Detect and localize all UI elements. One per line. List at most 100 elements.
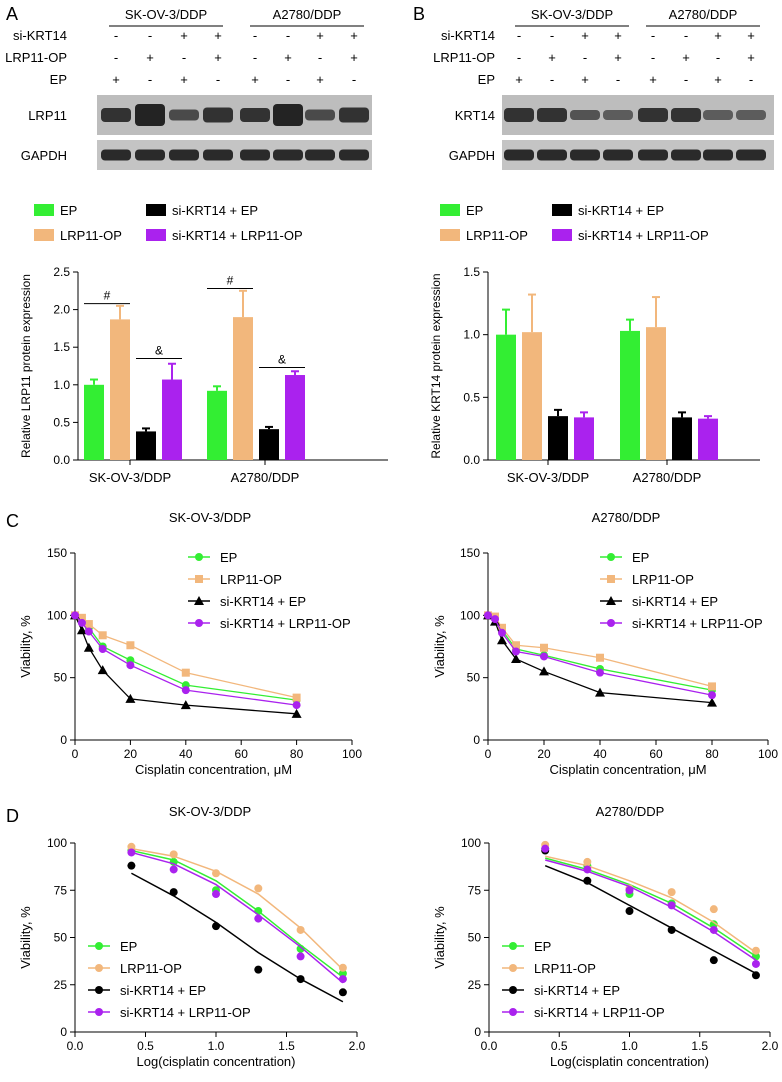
- fit-curve: [545, 857, 757, 958]
- sign-mark: -: [651, 28, 655, 43]
- data-point: [77, 618, 86, 627]
- data-point: [709, 956, 718, 965]
- sign-mark: +: [614, 50, 622, 65]
- group-title: A2780/DDP: [669, 7, 738, 22]
- data-point: [254, 884, 263, 893]
- y-tick-label: 150: [47, 546, 67, 560]
- data-point: [625, 907, 634, 916]
- protein-band: [305, 149, 335, 161]
- bar: [620, 330, 640, 460]
- sign-mark: -: [286, 72, 290, 87]
- data-point: [607, 553, 615, 561]
- bar: [285, 375, 305, 460]
- data-point: [509, 964, 517, 972]
- sign-mark: -: [616, 72, 620, 87]
- protein-band: [736, 149, 766, 161]
- sign-mark: -: [550, 72, 554, 87]
- data-point: [95, 986, 103, 994]
- y-tick-label: 1.5: [53, 340, 70, 354]
- y-axis-title: Viability, %: [18, 906, 33, 969]
- data-point: [751, 946, 760, 955]
- data-point: [84, 627, 93, 636]
- data-point: [751, 959, 760, 968]
- x-axis-title: Cisplatin concentration, μM: [135, 762, 292, 777]
- sign-mark: -: [684, 28, 688, 43]
- bar: [207, 390, 227, 460]
- legend-label: LRP11-OP: [120, 961, 182, 976]
- bar: [574, 417, 594, 460]
- x-tick-label: 100: [758, 747, 778, 761]
- data-point: [484, 611, 492, 620]
- y-tick-label: 25: [468, 978, 482, 992]
- data-point: [254, 914, 263, 923]
- protein-band: [339, 149, 369, 161]
- protein-band: [273, 149, 303, 161]
- data-point: [607, 575, 615, 583]
- sign-mark: -: [253, 28, 257, 43]
- y-tick-label: 1.5: [463, 265, 480, 279]
- x-tick-label: 0.5: [551, 1039, 568, 1053]
- legend-label: si-KRT14 + LRP11-OP: [632, 616, 763, 631]
- condition-label: si-KRT14: [441, 28, 495, 43]
- y-tick-label: 2.5: [53, 265, 70, 279]
- legend-label: si-KRT14 + LRP11-OP: [534, 1005, 665, 1020]
- sign-mark: -: [517, 50, 521, 65]
- chart-title: SK-OV-3/DDP: [169, 804, 251, 819]
- data-point: [338, 963, 347, 972]
- protein-band: [504, 149, 534, 161]
- protein-band: [537, 108, 567, 122]
- data-point: [708, 682, 716, 691]
- sign-mark: -: [684, 72, 688, 87]
- bar: [646, 327, 666, 460]
- significance-mark: &: [278, 353, 286, 367]
- data-point: [292, 693, 301, 702]
- x-tick-label: 0: [72, 747, 79, 761]
- x-category-label: A2780/DDP: [231, 470, 300, 485]
- fit-curve: [131, 847, 344, 971]
- sign-mark: +: [284, 50, 292, 65]
- fit-chart-a2780: A2780/DDP 0 25 50 75 100 0.0 0.5 1.0 1.5 2.0 Log(ci…: [432, 804, 779, 1069]
- data-point: [212, 922, 220, 931]
- y-tick-label: 0.5: [53, 415, 70, 429]
- data-point: [512, 647, 520, 656]
- bar: [84, 384, 104, 460]
- x-tick-label: 100: [342, 747, 362, 761]
- data-point: [169, 850, 178, 859]
- protein-band: [135, 104, 165, 126]
- fit-chart-skov3: D SK-OV-3/DDP 0 25 50 75 100 0.0 0.5 1.0 1.5 2.0 Log…: [6, 804, 366, 1069]
- fit-curve: [131, 851, 344, 984]
- data-point: [497, 635, 507, 645]
- fit-curve: [131, 849, 344, 978]
- protein-band: [570, 110, 600, 120]
- data-point: [292, 701, 301, 710]
- sign-mark: -: [318, 50, 322, 65]
- sign-mark: +: [146, 50, 154, 65]
- data-point: [194, 596, 204, 605]
- legend-label: LRP11-OP: [632, 572, 694, 587]
- data-point: [296, 952, 305, 961]
- legend-label: si-KRT14 + LRP11-OP: [120, 1005, 251, 1020]
- data-point: [338, 969, 347, 978]
- group-title: SK-OV-3/DDP: [125, 7, 207, 22]
- data-point: [625, 886, 634, 895]
- y-tick-label: 50: [467, 671, 481, 685]
- x-tick-label: 20: [537, 747, 551, 761]
- data-point: [511, 653, 521, 663]
- group-title: SK-OV-3/DDP: [531, 7, 613, 22]
- data-point: [512, 641, 520, 650]
- bar: [672, 417, 692, 460]
- data-point: [667, 888, 676, 897]
- legend-label: LRP11-OP: [220, 572, 282, 587]
- protein-band: [169, 149, 199, 161]
- condition-label: si-KRT14: [13, 28, 67, 43]
- bar-chart-lrp11: EP LRP11-OP si-KRT14 + EP si-KRT14 + LRP11-…: [19, 203, 388, 485]
- blot-label: LRP11: [28, 108, 67, 123]
- y-tick-label: 100: [461, 836, 481, 850]
- data-point: [95, 1008, 103, 1016]
- western-blot-panel-b: B SK-OV-3/DDP A2780/DDP si-KRT14 - - + + - - + + LRP…: [413, 4, 774, 170]
- sign-mark: -: [716, 50, 720, 65]
- y-tick-label: 50: [54, 931, 68, 945]
- data-point: [667, 901, 676, 910]
- significance-mark: #: [227, 274, 234, 288]
- sign-mark: +: [747, 28, 755, 43]
